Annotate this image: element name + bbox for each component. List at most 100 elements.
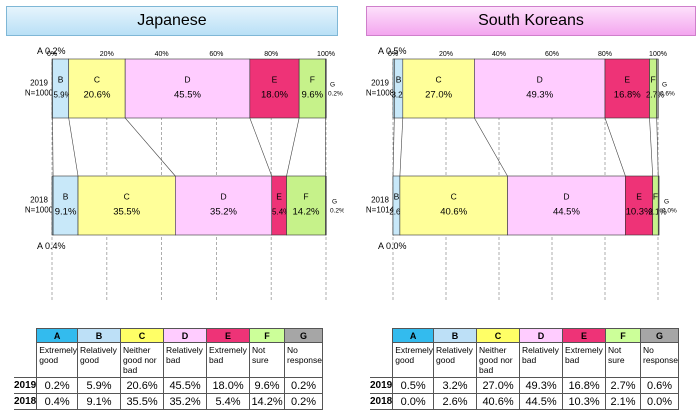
column-description: No response (284, 342, 324, 378)
bar-segment-D (124, 58, 251, 119)
x-tick-label: 60% (545, 51, 559, 58)
sample-size-label: N=1014 (366, 206, 395, 215)
data-label: 35.2% (210, 207, 237, 218)
data-label: 2.7% (646, 91, 664, 100)
data-label-a-2018: A 0.0% (378, 241, 407, 251)
panel-title: Japanese (6, 6, 338, 36)
column-description: Relatively good (433, 342, 478, 378)
column-description: No response (640, 342, 680, 378)
table-cell: 0.0% (392, 393, 435, 410)
data-label-g-2019: 0.6% (660, 91, 675, 98)
bar-segment-G (325, 58, 327, 119)
south-koreans-data-table: A B C D E F G Extremely good Relatively good Neit… (370, 328, 680, 410)
table-cell: 2.7% (605, 377, 642, 394)
table-cell: 40.6% (476, 393, 521, 410)
japanese-panel: Japanese 0% 20% 40% 60% 80% 100% 2019 N=1000 201… (4, 0, 344, 410)
segment-category-label: B (396, 75, 402, 85)
table-cell: 0.0% (640, 393, 680, 410)
data-label-a-2018: A 0.4% (37, 241, 66, 251)
segment-category-label: G (662, 82, 667, 89)
column-description: Neither good nor bad (476, 342, 521, 378)
segment-category-label: C (94, 75, 100, 85)
table-cell: 45.5% (163, 377, 208, 394)
row-year: 2019 (14, 377, 38, 394)
column-key-header: B (433, 328, 478, 343)
x-tick-label: 20% (100, 51, 114, 58)
connector-line (474, 117, 508, 177)
table-row: 2018 0.0% 2.6% 40.6% 44.5% 10.3% 2.1% 0.0% (370, 393, 680, 410)
x-tick-label: 80% (598, 51, 612, 58)
x-tick-label: 100% (649, 51, 667, 58)
data-label: 45.5% (174, 90, 201, 101)
column-description: Not sure (249, 342, 286, 378)
bar-segment-F (286, 175, 326, 236)
data-label-g-2018: 0.2% (330, 208, 344, 215)
table-cell: 9.6% (249, 377, 286, 394)
segment-category-label: E (624, 75, 630, 85)
data-label: 44.5% (553, 207, 580, 218)
table-cell: 16.8% (562, 377, 607, 394)
segment-category-label: C (451, 192, 457, 202)
x-tick-label: 40% (155, 51, 169, 58)
table-row: 2018 0.4% 9.1% 35.5% 35.2% 5.4% 14.2% 0.2% (14, 393, 324, 410)
segment-category-label: D (184, 75, 190, 85)
table-row: 2019 0.2% 5.9% 20.6% 45.5% 18.0% 9.6% 0.2% (14, 377, 324, 394)
column-key-header: E (206, 328, 251, 343)
data-label-a-2019: A 0.2% (37, 46, 66, 56)
table-row: 2019 0.5% 3.2% 27.0% 49.3% 16.8% 2.7% 0.6% (370, 377, 680, 394)
column-key-header: C (476, 328, 521, 343)
connector-line (286, 117, 300, 177)
data-label: 3.2% (391, 91, 409, 100)
bar-segment-E (249, 58, 300, 119)
sample-size-label: N=1008 (366, 89, 395, 98)
connector-line (392, 117, 395, 177)
table-cell: 0.2% (36, 377, 79, 394)
panel-title: South Koreans (366, 6, 696, 36)
bar-segment-B (394, 58, 404, 119)
bar-segment-G (657, 175, 660, 236)
table-cell: 0.2% (284, 377, 324, 394)
column-key-header: C (120, 328, 165, 343)
bar-segment-F (649, 58, 657, 119)
table-cell: 18.0% (206, 377, 251, 394)
bar-segment-C (77, 175, 176, 236)
sample-size-label: N=1000 (25, 206, 54, 215)
column-key-header: A (392, 328, 435, 343)
data-label-a-2019: A 0.5% (378, 46, 407, 56)
table-cell: 35.5% (120, 393, 165, 410)
x-tick-label: 20% (439, 51, 453, 58)
table-cell: 0.5% (392, 377, 435, 394)
table-cell: 14.2% (249, 393, 286, 410)
segment-category-label: D (537, 75, 543, 85)
column-key-header: G (284, 328, 324, 343)
column-key-header: D (163, 328, 208, 343)
segment-category-label: D (220, 192, 226, 202)
year-label: 2018 (30, 196, 48, 205)
segment-category-label: F (310, 75, 315, 85)
x-tick-label: 100% (317, 51, 335, 58)
bar-segment-B (52, 58, 70, 119)
data-label: 49.3% (526, 90, 553, 101)
table-cell: 0.2% (284, 393, 324, 410)
connector-line (649, 117, 653, 177)
bar-segment-F (652, 175, 659, 236)
bar-segment-C (399, 175, 508, 236)
connector-line (68, 117, 79, 177)
data-label: 14.2% (293, 207, 320, 218)
year-label: 2019 (30, 79, 48, 88)
segment-category-label: E (276, 192, 282, 202)
x-tick-label: 80% (264, 51, 278, 58)
bar-segment-E (604, 58, 650, 119)
column-description: Not sure (605, 342, 642, 378)
segment-category-label: B (63, 192, 69, 202)
column-key-header: F (249, 328, 286, 343)
year-label: 2019 (371, 79, 389, 88)
japanese-stacked-bar-chart: 0% 20% 40% 60% 80% 100%2019N=10002018N=1000B5… (25, 46, 344, 300)
segment-category-label: B (394, 192, 400, 202)
segment-category-label: F (653, 192, 658, 202)
segment-category-label: C (124, 192, 130, 202)
segment-category-label: D (563, 192, 569, 202)
bar-segment-D (474, 58, 606, 119)
table-cell: 44.5% (519, 393, 564, 410)
